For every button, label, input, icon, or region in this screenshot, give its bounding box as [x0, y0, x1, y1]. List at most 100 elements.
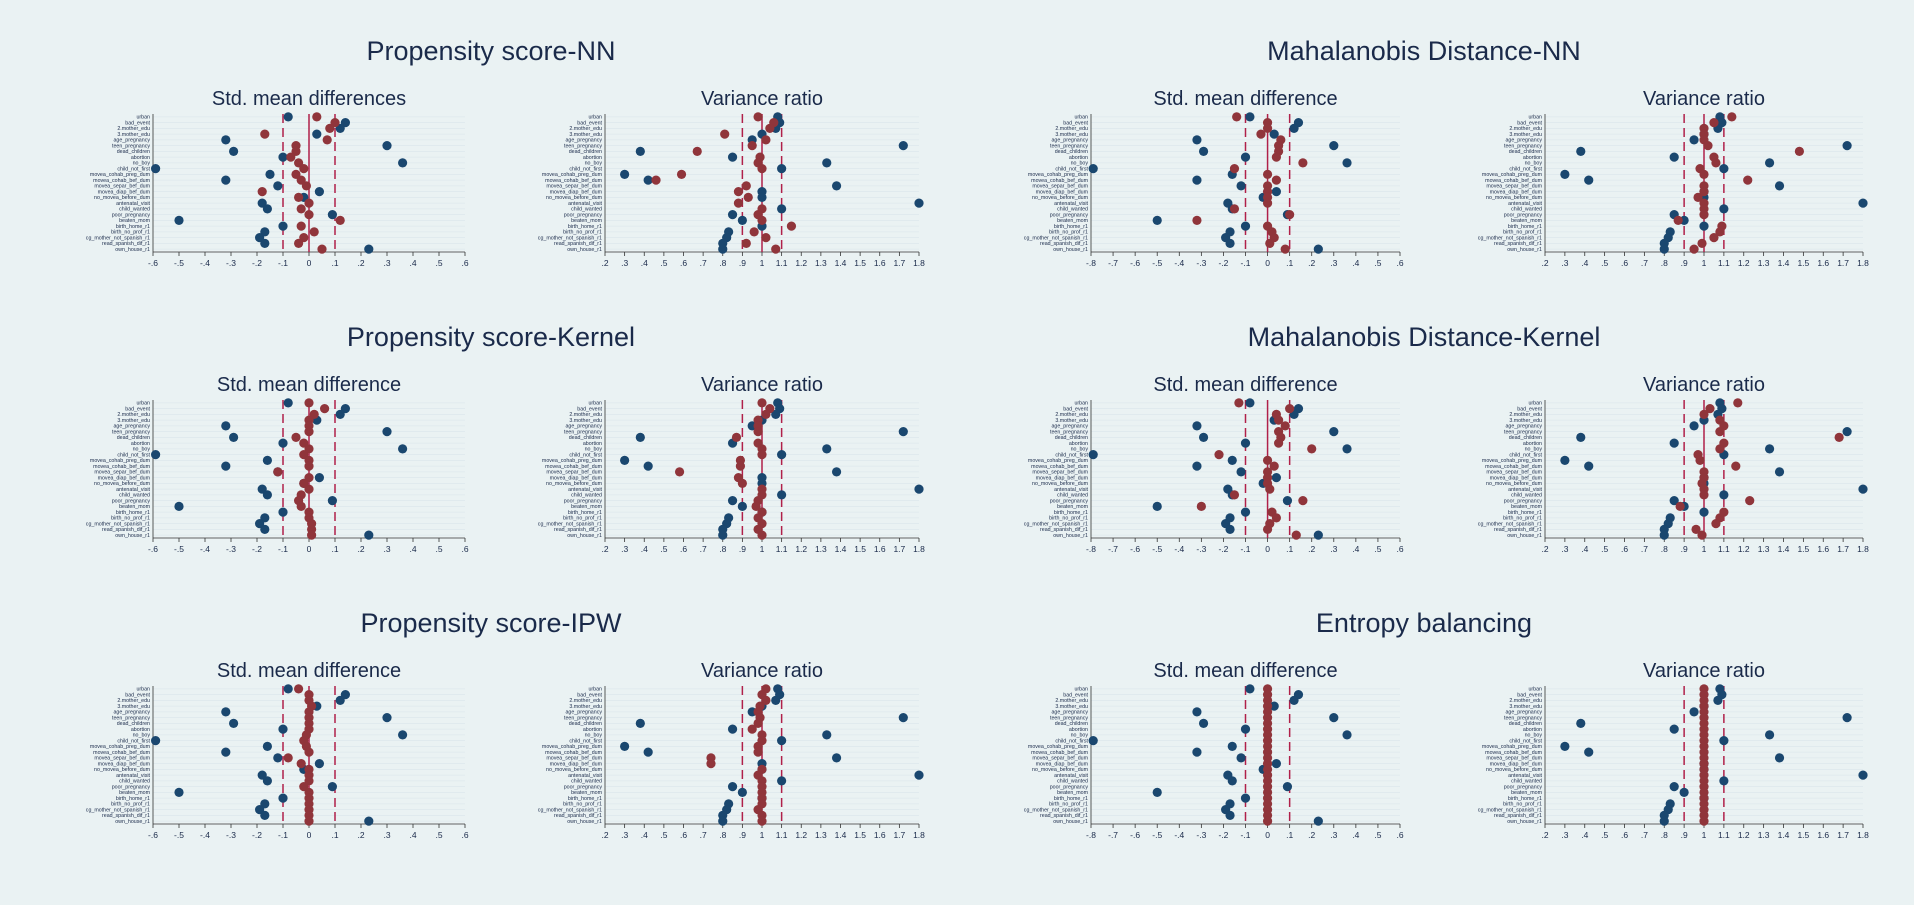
x-tick-label: -.6: [1130, 544, 1140, 554]
x-tick-label: 1.5: [854, 544, 866, 554]
x-tick-label: 1.1: [1718, 830, 1730, 840]
y-tick-label: teen_pregnancy: [564, 715, 602, 721]
matched-point: [1307, 444, 1317, 454]
y-tick-label: birth_home_r1: [116, 224, 150, 230]
x-tick-label: .6: [1396, 258, 1403, 268]
y-tick-label: movea_diap_bef_dum: [550, 189, 603, 195]
x-tick-label: -.1: [278, 830, 288, 840]
y-tick-label: 3.mother_edu: [1055, 132, 1088, 138]
unmatched-point: [771, 695, 781, 705]
y-tick-label: urban: [588, 401, 602, 407]
y-tick-label: read_spanish_dif_r1: [1494, 241, 1542, 247]
matched-point: [1727, 112, 1737, 122]
x-tick-label: 1.8: [1857, 544, 1869, 554]
x-tick-label: -.3: [226, 544, 236, 554]
x-tick-label: 1.3: [1758, 830, 1770, 840]
matched-point: [1697, 530, 1707, 540]
unmatched-point: [1774, 467, 1785, 477]
unmatched-point: [1236, 753, 1246, 763]
x-tick-label: .8: [1661, 544, 1668, 554]
panel-subtitle: Variance ratio: [701, 660, 823, 682]
matched-point: [296, 204, 306, 214]
matched-point: [1711, 158, 1721, 168]
y-tick-label: birth_home_r1: [1508, 224, 1542, 230]
unmatched-point: [314, 473, 324, 483]
panel-subtitle: Std. mean difference: [1153, 374, 1337, 396]
unmatched-point: [737, 215, 747, 225]
x-tick-label: 1.4: [835, 544, 847, 554]
y-tick-label: read_spanish_dif_r1: [554, 813, 602, 819]
matched-point: [1256, 129, 1266, 139]
unmatched-point: [1560, 455, 1570, 465]
y-tick-label: beaten_mom: [1057, 218, 1089, 224]
y-tick-label: birth_home_r1: [1054, 796, 1088, 802]
unmatched-point: [278, 221, 288, 231]
unmatched-point: [1198, 432, 1209, 442]
y-tick-label: own_house_r1: [567, 247, 602, 253]
y-tick-label: movea_cohab_bef_dum: [545, 178, 602, 184]
matched-point: [1262, 524, 1273, 534]
unmatched-point: [718, 530, 728, 540]
x-tick-label: .3: [621, 830, 628, 840]
y-tick-label: read_spanish_dif_r1: [1040, 241, 1088, 247]
matched-point: [320, 404, 330, 414]
unmatched-point: [1245, 112, 1255, 122]
y-tick-label: age_pregnancy: [1505, 138, 1542, 144]
y-tick-label: antenatal_visit: [568, 487, 602, 493]
y-tick-label: movea_cohab_preg_dum: [1482, 458, 1543, 464]
x-tick-label: .3: [383, 544, 390, 554]
y-tick-label: beaten_mom: [119, 504, 151, 510]
panel: Variance ratio urbanbad_event2.mother_edu…: [1478, 660, 1869, 840]
chart-title: Entropy balancing: [1316, 608, 1532, 638]
unmatched-point: [273, 181, 283, 191]
matched-point: [1675, 501, 1685, 511]
x-tick-label: .3: [621, 258, 628, 268]
x-tick-label: -.2: [252, 830, 262, 840]
unmatched-point: [262, 776, 272, 786]
x-tick-label: .9: [1681, 830, 1688, 840]
y-tick-label: birth_no_prof_r1: [1503, 802, 1542, 808]
x-tick-label: -.3: [1196, 258, 1206, 268]
y-tick-label: 2.mother_edu: [569, 698, 602, 704]
unmatched-point: [1719, 776, 1729, 786]
x-tick-label: .6: [1621, 258, 1628, 268]
x-tick-label: -.8: [1086, 258, 1096, 268]
y-tick-label: 2.mother_edu: [117, 126, 150, 132]
x-tick-label: .6: [1396, 830, 1403, 840]
x-tick-label: 1.3: [815, 830, 827, 840]
unmatched-point: [1713, 695, 1723, 705]
y-tick-label: movea_diap_bef_dum: [550, 761, 603, 767]
matched-point: [1262, 169, 1273, 179]
unmatched-point: [1192, 461, 1202, 471]
y-tick-label: no_boy: [133, 447, 151, 453]
x-tick-label: 1.5: [1797, 544, 1809, 554]
y-tick-label: movea_diap_bef_dum: [1036, 189, 1089, 195]
y-tick-label: movea_cohab_preg_dum: [1028, 172, 1089, 178]
unmatched-point: [1858, 198, 1868, 208]
unmatched-point: [777, 164, 787, 174]
y-tick-label: child_not_first: [1055, 738, 1088, 744]
y-tick-label: age_pregnancy: [1505, 710, 1542, 716]
y-tick-label: antenatal_visit: [1054, 773, 1088, 779]
unmatched-point: [1192, 135, 1202, 145]
y-tick-label: abortion: [131, 727, 150, 733]
matched-point: [1229, 204, 1240, 214]
y-tick-label: urban: [136, 401, 150, 407]
matched-point: [304, 461, 314, 471]
y-tick-label: child_not_first: [569, 738, 602, 744]
x-tick-label: .1: [1286, 830, 1293, 840]
x-tick-label: -.5: [174, 544, 184, 554]
unmatched-point: [221, 461, 231, 471]
matched-point: [1709, 118, 1719, 128]
y-tick-label: movea_diap_bef_dum: [1490, 189, 1543, 195]
unmatched-point: [1240, 221, 1251, 231]
x-tick-label: .3: [1561, 544, 1568, 554]
matched-point: [1271, 175, 1281, 185]
y-tick-label: movea_cohab_bef_dum: [93, 750, 150, 756]
chart-title: Mahalanobis Distance-NN: [1267, 36, 1581, 66]
y-tick-label: own_house_r1: [1053, 247, 1088, 253]
y-tick-label: urban: [1528, 115, 1542, 121]
panel: Variance ratio urbanbad_event2.mother_edu…: [538, 660, 925, 840]
x-tick-label: .4: [1581, 830, 1588, 840]
